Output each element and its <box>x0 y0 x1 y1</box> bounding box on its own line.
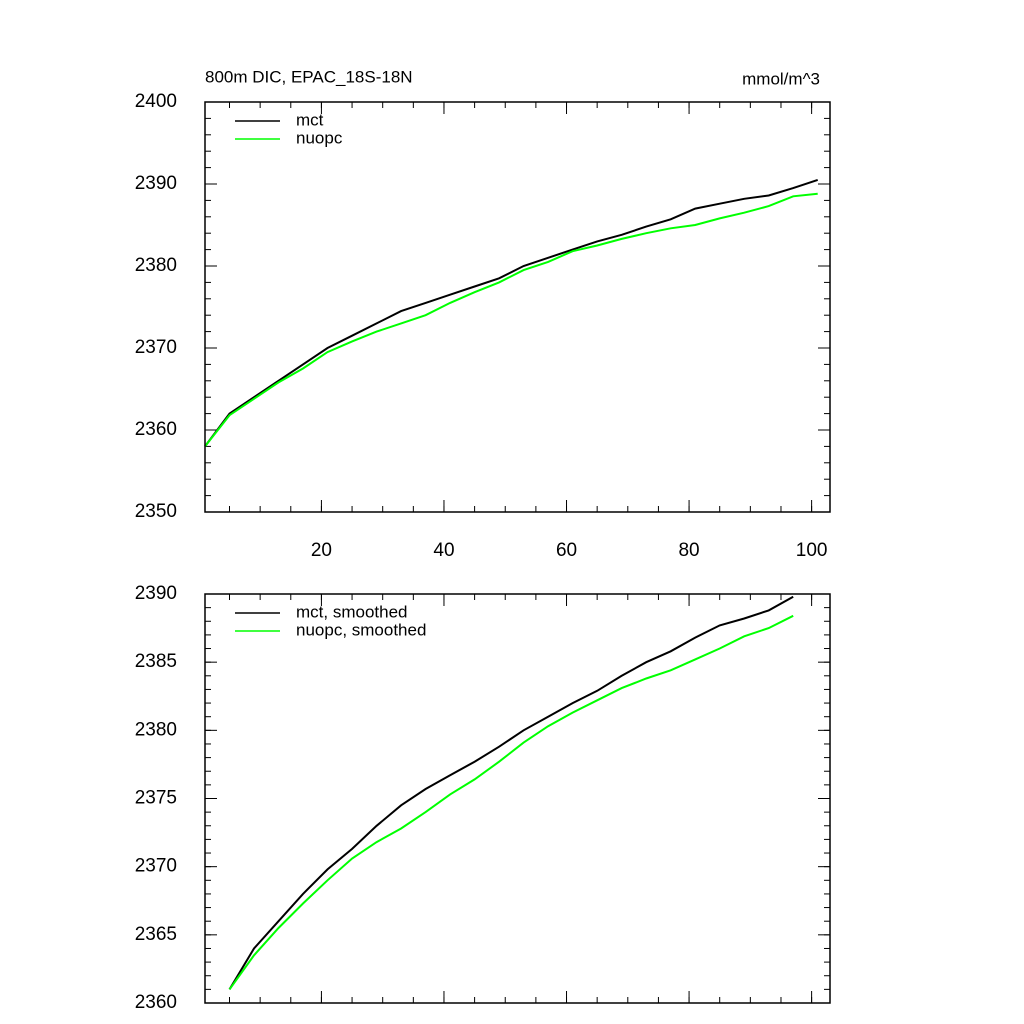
y-tick-label: 2385 <box>135 651 177 672</box>
x-tick-label: 80 <box>678 540 699 561</box>
x-tick-label: 100 <box>796 540 828 561</box>
y-tick-label: 2370 <box>135 337 177 358</box>
plot-frame <box>204 101 831 513</box>
chart-title: 800m DIC, EPAC_18S-18N <box>205 67 413 86</box>
y-tick-label: 2390 <box>135 173 177 194</box>
y-tick-label: 2380 <box>135 719 177 740</box>
legend-label: mct <box>296 110 324 129</box>
legend-label: nuopc, smoothed <box>296 620 426 639</box>
x-tick-label: 40 <box>433 540 454 561</box>
y-tick-label: 2400 <box>135 91 177 112</box>
y-tick-label: 2360 <box>135 419 177 440</box>
units-label: mmol/m^3 <box>742 69 820 88</box>
y-tick-label: 2375 <box>135 788 177 809</box>
y-tick-label: 2360 <box>135 992 177 1013</box>
y-tick-label: 2380 <box>135 255 177 276</box>
plot-frame <box>204 593 831 1004</box>
series-line <box>228 614 794 990</box>
x-tick-label: 20 <box>311 540 332 561</box>
series-line <box>204 192 818 448</box>
y-tick-label: 2365 <box>135 924 177 945</box>
legend-label: mct, smoothed <box>296 602 408 621</box>
x-tick-label: 60 <box>556 540 577 561</box>
y-tick-label: 2370 <box>135 856 177 877</box>
legend-label: nuopc <box>296 128 343 147</box>
y-tick-label: 2390 <box>135 583 177 604</box>
series-line <box>228 595 794 990</box>
y-tick-label: 2350 <box>135 501 177 522</box>
series-line <box>204 178 819 447</box>
